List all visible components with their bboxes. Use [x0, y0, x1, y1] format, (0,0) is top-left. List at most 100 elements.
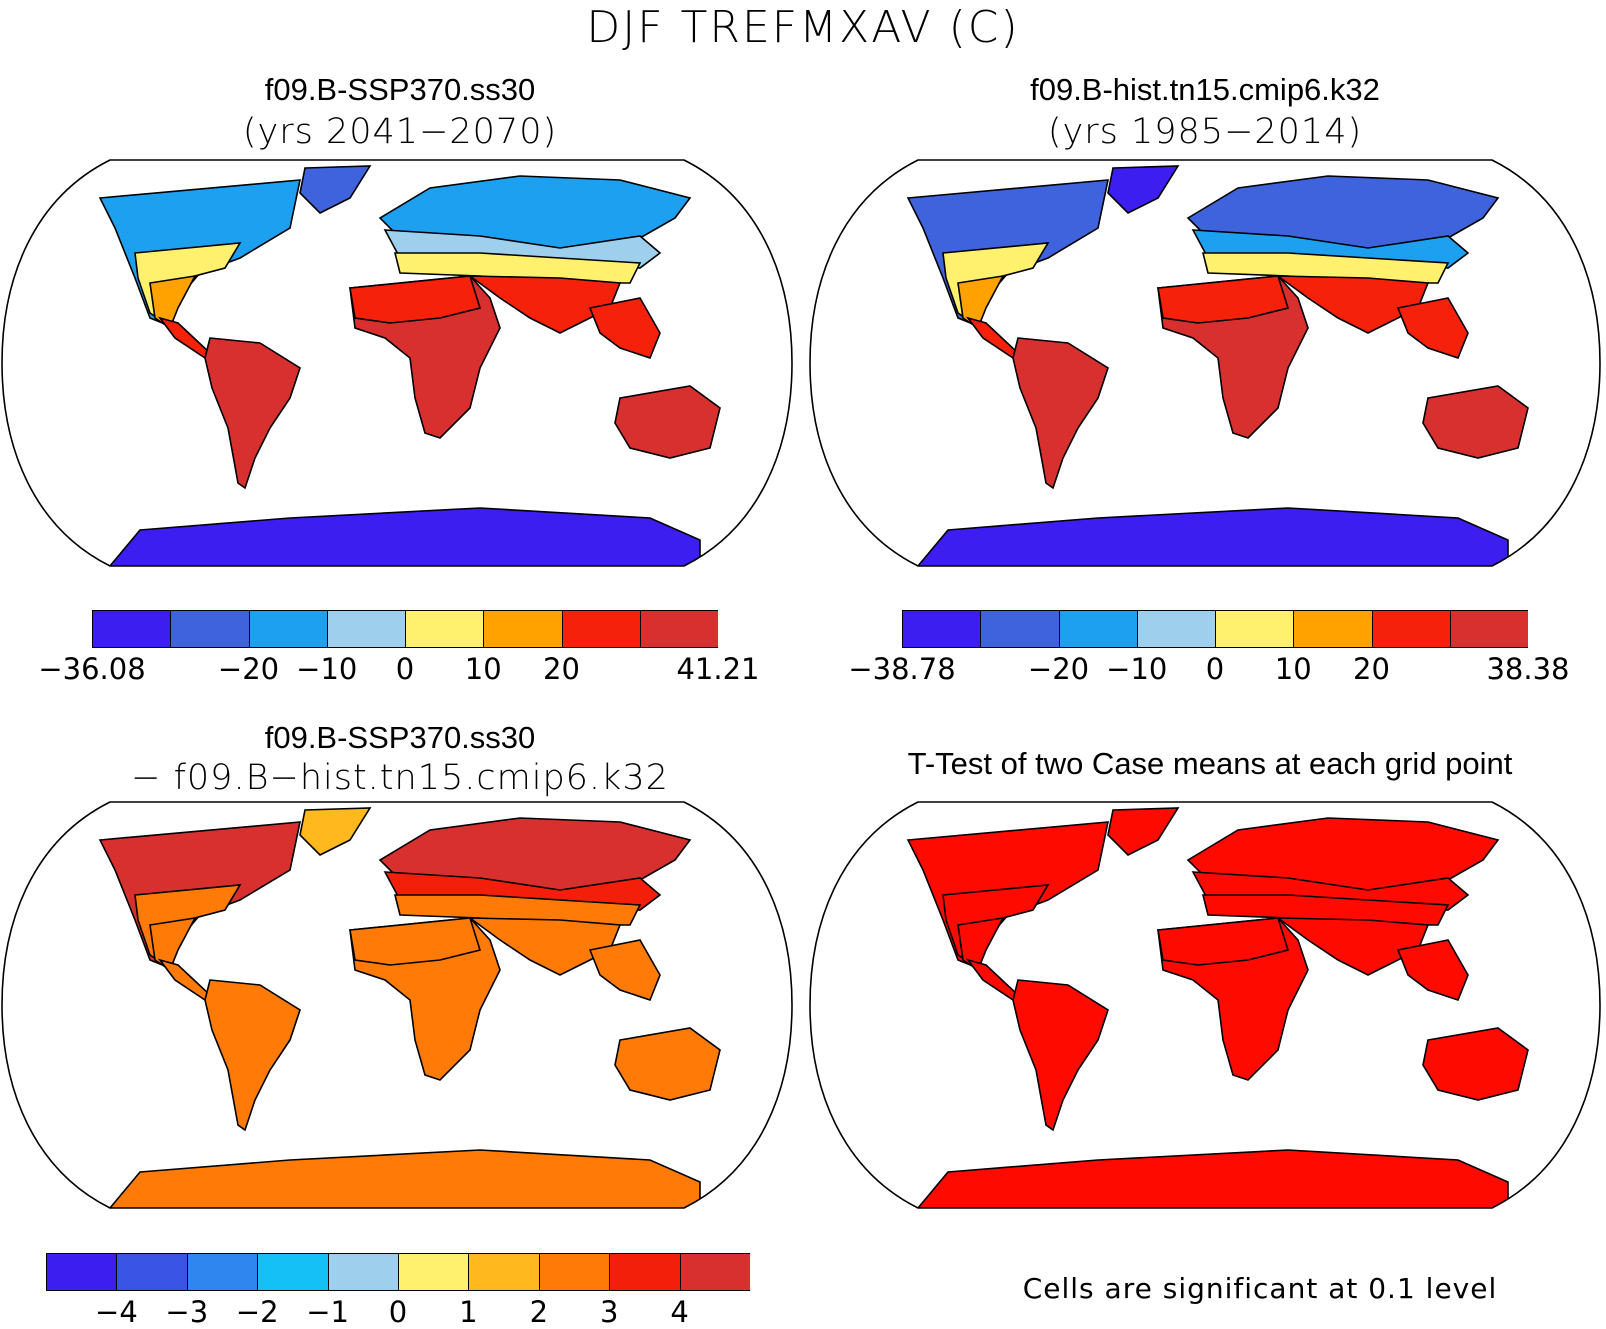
colorbar-cell — [46, 1253, 117, 1291]
region-eurasia-band — [1201, 894, 1450, 926]
globe-outline — [1, 801, 793, 1209]
colorbar-tick-label: −4 — [95, 1295, 138, 1329]
region-central-america — [157, 316, 212, 360]
colorbar-cell — [116, 1253, 187, 1291]
colorbar-cell — [1371, 610, 1450, 648]
region-south-america — [1012, 337, 1109, 490]
colorbar-tick-label: 4 — [670, 1295, 689, 1329]
colorbar-cell — [248, 610, 327, 648]
significance-note: Cells are significant at 0.1 level — [1022, 1272, 1498, 1305]
land-layer — [98, 807, 721, 1208]
region-australia — [1422, 1027, 1529, 1101]
region-southeast-asia — [588, 297, 661, 359]
region-greenland — [299, 165, 372, 214]
panel-subtitle-bottom-left: − f09.B−hist.tn15.cmip6.k32 — [131, 758, 669, 798]
colorbar-cell — [327, 1253, 398, 1291]
map-bottom-left — [1, 801, 793, 1209]
region-southeast-asia — [1396, 939, 1469, 1001]
region-south-america — [204, 979, 301, 1132]
colorbar-tick-label: −3 — [165, 1295, 209, 1329]
colorbar-tick-label: −1 — [306, 1295, 349, 1329]
colorbar-cell — [561, 610, 640, 648]
colorbar-top-right: −38.78 −20 −10 0 10 20 38.38 — [848, 610, 1570, 686]
colorbar-tick-label: −10 — [1106, 652, 1168, 686]
colorbar-tick-label: 10 — [1274, 652, 1312, 686]
colorbar-tick-label: 41.21 — [676, 652, 760, 686]
colorbar-cell — [639, 610, 718, 648]
colorbar-tick-label: 2 — [529, 1295, 549, 1329]
colorbar-cell — [483, 610, 562, 648]
colorbar-tick-label: −36.08 — [38, 652, 146, 686]
panel-title-bottom-right: T-Test of two Case means at each grid po… — [907, 746, 1513, 781]
region-greenland — [299, 807, 372, 856]
region-north-africa — [1157, 275, 1290, 324]
region-central-america — [965, 958, 1020, 1002]
colorbar-tick-label: 3 — [599, 1295, 619, 1329]
region-north-america-warm — [957, 916, 1005, 972]
colorbar-cell — [170, 610, 249, 648]
panel-subtitle-top-right: (yrs 1985−2014) — [1047, 112, 1363, 152]
region-central-america — [965, 316, 1020, 360]
colorbar-bottom-left: −4 −3 −2 −1 0 1 2 3 4 — [46, 1253, 750, 1329]
land-layer — [98, 165, 721, 566]
colorbar-tick-label: 1 — [459, 1295, 478, 1329]
region-north-america-warm — [957, 274, 1005, 330]
region-greenland — [1107, 165, 1180, 214]
colorbar-cell — [405, 610, 484, 648]
panel-title-bottom-left: f09.B-SSP370.ss30 — [264, 720, 536, 755]
colorbar-cell — [326, 610, 405, 648]
region-southeast-asia — [588, 939, 661, 1001]
colorbar-tick-label: −20 — [1027, 652, 1090, 686]
colorbar-cell — [468, 1253, 539, 1291]
colorbar-cell — [1136, 610, 1215, 648]
colorbar-cell — [92, 610, 171, 648]
region-southeast-asia — [1396, 297, 1469, 359]
land-layer — [906, 807, 1529, 1208]
region-antarctica — [906, 507, 1509, 566]
panel-title-top-right: f09.B-hist.tn15.cmip6.k32 — [1030, 72, 1380, 107]
map-bottom-right — [809, 801, 1601, 1209]
colorbar-cell — [1449, 610, 1528, 648]
colorbar-tick-label: 20 — [543, 652, 580, 686]
colorbar-top-left: −36.08 −20 −10 0 10 20 41.21 — [38, 610, 760, 686]
region-south-america — [204, 337, 301, 490]
colorbar-cell — [257, 1253, 328, 1291]
region-middle-east-asia — [467, 917, 622, 976]
region-australia — [614, 385, 721, 459]
region-north-america-warm — [149, 916, 197, 972]
region-north-africa — [349, 275, 482, 324]
colorbar-cell — [398, 1253, 469, 1291]
region-south-america — [1012, 979, 1109, 1132]
panel-subtitle-top-left: (yrs 2041−2070) — [242, 112, 558, 152]
main-title: DJF TREFMXAV (C) — [586, 2, 1020, 53]
colorbar-cell — [679, 1253, 750, 1291]
region-greenland — [1107, 807, 1180, 856]
globe-outline — [809, 159, 1601, 567]
colorbar-tick-label: −38.78 — [848, 652, 956, 686]
region-antarctica — [98, 507, 701, 566]
colorbar-tick-label: 0 — [395, 652, 415, 686]
colorbar-tick-label: 10 — [464, 652, 502, 686]
colorbar-cell — [1293, 610, 1372, 648]
globe-outline — [809, 801, 1601, 1209]
map-top-right — [809, 159, 1601, 567]
region-eurasia-band — [1201, 252, 1450, 284]
region-eurasia-band — [393, 252, 642, 284]
colorbar-tick-label: −2 — [235, 1295, 279, 1329]
region-north-africa — [349, 917, 482, 966]
region-north-africa — [1157, 917, 1290, 966]
colorbar-tick-label: −20 — [217, 652, 280, 686]
colorbar-tick-label: −10 — [296, 652, 358, 686]
panel-title-top-left: f09.B-SSP370.ss30 — [264, 72, 536, 107]
region-australia — [614, 1027, 721, 1101]
globe-outline — [1, 159, 793, 567]
colorbar-tick-label: 0 — [388, 1295, 408, 1329]
region-eurasia-band — [393, 894, 642, 926]
colorbar-cell — [186, 1253, 258, 1291]
map-top-left — [1, 159, 793, 567]
colorbar-tick-label: 20 — [1353, 652, 1390, 686]
region-antarctica — [906, 1149, 1509, 1208]
colorbar-tick-label: 38.38 — [1486, 652, 1570, 686]
colorbar-cell — [1215, 610, 1294, 648]
colorbar-tick-label: 0 — [1205, 652, 1225, 686]
